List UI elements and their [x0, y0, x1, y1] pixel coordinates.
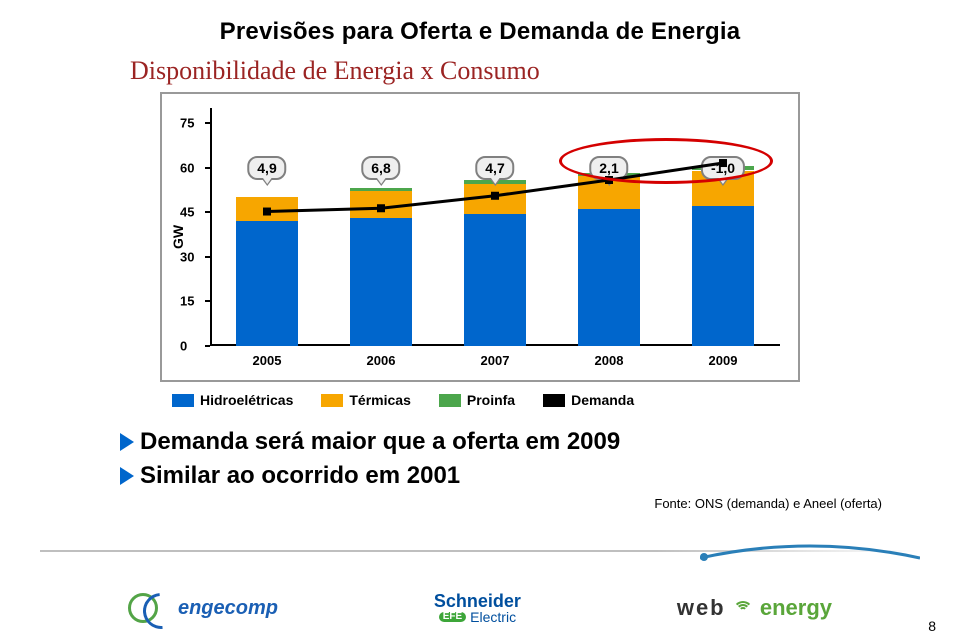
ytick-label: 60 — [180, 160, 194, 175]
swoosh-icon — [700, 540, 920, 566]
schneider-badge: EFE — [439, 612, 466, 622]
highlight-ellipse — [559, 138, 773, 184]
bullet-text: Similar ao ocorrido em 2001 — [140, 462, 460, 490]
legend-swatch — [439, 394, 461, 407]
legend-label: Hidroelétricas — [200, 392, 293, 408]
xtick-label: 2007 — [481, 353, 510, 368]
schneider-brand: Schneider — [434, 592, 521, 610]
ytick-label: 15 — [180, 294, 194, 309]
legend-item: Térmicas — [321, 392, 410, 408]
chart-container: GW 0153045607520054,920066,820074,720082… — [160, 92, 800, 382]
legend-item: Demanda — [543, 392, 634, 408]
xtick-label: 2008 — [595, 353, 624, 368]
schneider-logo: Schneider EFE Electric — [434, 592, 521, 624]
engecomp-logo: engecomp — [128, 593, 278, 623]
y-axis-label: GW — [170, 225, 186, 249]
web-text: web — [677, 595, 726, 620]
source-citation: Fonte: ONS (demanda) e Aneel (oferta) — [40, 496, 882, 511]
legend-label: Demanda — [571, 392, 634, 408]
slide-subtitle: Disponibilidade de Energia x Consumo — [130, 56, 920, 86]
legend-label: Térmicas — [349, 392, 410, 408]
ytick-label: 30 — [180, 249, 194, 264]
legend-item: Hidroelétricas — [172, 392, 293, 408]
footer-divider — [40, 550, 920, 552]
ytick-label: 45 — [180, 205, 194, 220]
xtick-label: 2006 — [367, 353, 396, 368]
schneider-electric: Electric — [470, 610, 516, 624]
footer-logos: engecomp Schneider EFE Electric web ener… — [0, 592, 960, 624]
webenergy-logo: web energy — [677, 595, 832, 621]
ytick-label: 75 — [180, 115, 194, 130]
energy-text: energy — [760, 595, 832, 620]
plot-area: 0153045607520054,920066,820074,720082,12… — [210, 108, 780, 346]
wifi-icon — [732, 597, 754, 615]
legend-swatch — [172, 394, 194, 407]
bullet-item: Demanda será maior que a oferta em 2009 — [120, 428, 920, 456]
slide-title: Previsões para Oferta e Demanda de Energ… — [40, 18, 920, 46]
engecomp-rings-icon — [128, 593, 158, 623]
legend-swatch — [321, 394, 343, 407]
legend-swatch — [543, 394, 565, 407]
legend: Hidroelétricas Térmicas Proinfa Demanda — [160, 392, 800, 408]
xtick-label: 2005 — [253, 353, 282, 368]
xtick-label: 2009 — [709, 353, 738, 368]
slide-root: Previsões para Oferta e Demanda de Energ… — [0, 0, 960, 642]
bullet-text: Demanda será maior que a oferta em 2009 — [140, 428, 620, 456]
arrow-icon — [120, 467, 134, 485]
arrow-icon — [120, 433, 134, 451]
ytick-label: 0 — [180, 339, 187, 354]
engecomp-text: engecomp — [178, 597, 278, 620]
bullet-item: Similar ao ocorrido em 2001 — [120, 462, 920, 490]
legend-item: Proinfa — [439, 392, 515, 408]
page-number: 8 — [928, 618, 936, 634]
bullet-list: Demanda será maior que a oferta em 2009 … — [120, 428, 920, 490]
legend-label: Proinfa — [467, 392, 515, 408]
